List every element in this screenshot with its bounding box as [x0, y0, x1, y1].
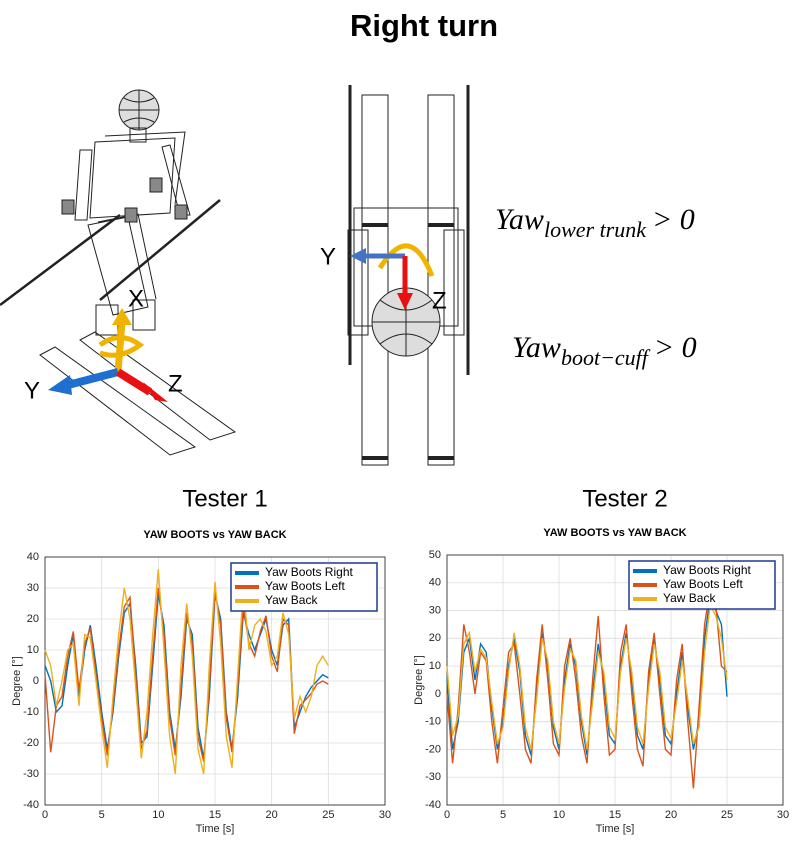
x-tick-label: 10 — [152, 809, 164, 821]
eq-sub: lower trunk — [544, 217, 647, 242]
eq-base: Yaw — [512, 331, 561, 364]
x-tick-label: 0 — [444, 809, 450, 821]
chart-heading: Tester 2 — [582, 485, 667, 512]
y-tick-label: -30 — [425, 771, 441, 783]
y-tick-label: -20 — [23, 737, 39, 749]
data-line — [446, 602, 728, 750]
figure-title: Right turn — [350, 8, 498, 43]
y-tick-label: 40 — [27, 551, 39, 563]
legend-label: Yaw Boots Right — [663, 563, 751, 577]
y-tick-label: 10 — [429, 660, 441, 672]
top-view-axes — [350, 243, 435, 310]
y-tick-label: -20 — [425, 743, 441, 755]
axis-label-z: Z — [168, 370, 183, 397]
y-tick-label: -40 — [23, 799, 39, 811]
y-tick-label: 0 — [435, 688, 441, 700]
eq-sub: boot−cuff — [561, 345, 651, 370]
x-tick-label: 25 — [721, 809, 733, 821]
legend-label: Yaw Boots Left — [265, 579, 345, 593]
x-tick-label: 5 — [99, 809, 105, 821]
legend-label: Yaw Back — [663, 591, 716, 605]
y-tick-label: 50 — [429, 549, 441, 561]
chart-heading: Tester 1 — [182, 485, 267, 512]
x-tick-label: 0 — [42, 809, 48, 821]
y-tick-label: -40 — [425, 799, 441, 811]
y-tick-label: 20 — [429, 632, 441, 644]
equation: Yawlower trunk > 0 — [495, 203, 695, 242]
y-tick-label: 40 — [429, 577, 441, 589]
x-tick-label: 20 — [266, 809, 278, 821]
axis-label-z: Z — [432, 287, 447, 314]
chart-title: YAW BOOTS vs YAW BACK — [543, 527, 686, 539]
y-tick-label: -10 — [425, 716, 441, 728]
x-axis-label: Time [s] — [196, 823, 235, 835]
eq-rel: > 0 — [654, 331, 697, 364]
eq-base: Yaw — [495, 203, 544, 236]
legend-label: Yaw Back — [265, 593, 318, 607]
y-axis-label: Degree [°] — [11, 656, 23, 706]
data-line — [44, 569, 329, 775]
legend-label: Yaw Boots Left — [663, 577, 743, 591]
skier-top-view — [347, 85, 470, 466]
x-tick-label: 30 — [379, 809, 391, 821]
y-tick-label: -30 — [23, 768, 39, 780]
x-tick-label: 15 — [209, 809, 221, 821]
x-tick-label: 15 — [609, 809, 621, 821]
axis-label-y: Y — [320, 243, 336, 270]
y-tick-label: 30 — [27, 582, 39, 594]
equation: Yawboot−cuff > 0 — [512, 331, 697, 370]
y-tick-label: -10 — [23, 706, 39, 718]
axis-label-y: Y — [24, 377, 40, 404]
skier-3d — [0, 89, 237, 456]
skier-axes — [48, 308, 168, 402]
legend-label: Yaw Boots Right — [265, 565, 353, 579]
data-line — [44, 587, 329, 762]
chart-title: YAW BOOTS vs YAW BACK — [143, 529, 286, 541]
x-tick-label: 20 — [665, 809, 677, 821]
y-tick-label: 30 — [429, 604, 441, 616]
x-tick-label: 25 — [322, 809, 334, 821]
x-axis-label: Time [s] — [596, 823, 635, 835]
x-tick-label: 10 — [553, 809, 565, 821]
y-tick-label: 10 — [27, 644, 39, 656]
y-axis-label: Degree [°] — [413, 655, 425, 705]
y-tick-label: 0 — [33, 675, 39, 687]
axis-label-x: X — [128, 285, 144, 312]
data-line — [446, 588, 728, 789]
eq-rel: > 0 — [652, 203, 695, 236]
x-tick-label: 5 — [500, 809, 506, 821]
y-tick-label: 20 — [27, 613, 39, 625]
x-tick-label: 30 — [777, 809, 789, 821]
